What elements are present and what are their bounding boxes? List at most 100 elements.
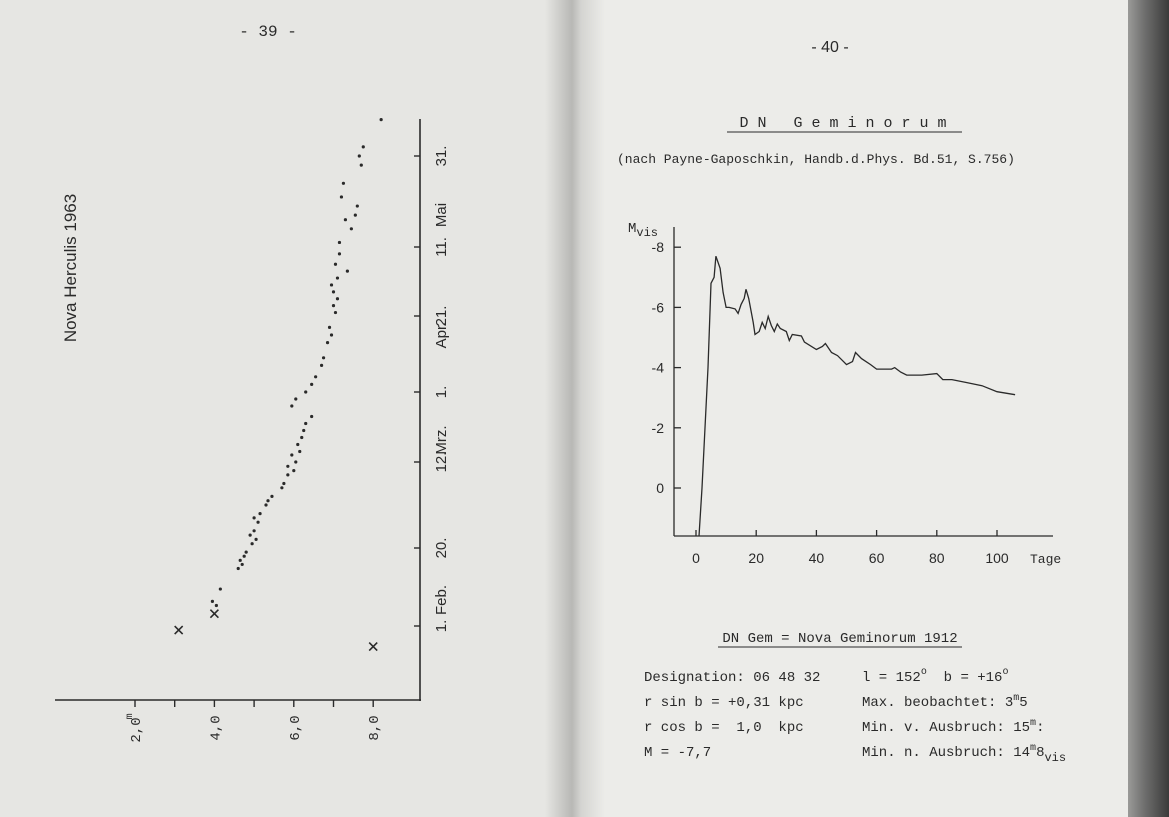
observation-point (264, 503, 268, 507)
observation-point (337, 240, 342, 245)
observation-point (248, 533, 252, 537)
observation-point (294, 397, 298, 401)
light-curve-line (698, 255, 1016, 537)
observation-point (333, 310, 338, 315)
x-tick-label: 100 (985, 550, 1009, 566)
info-title: DN Gem = Nova Geminorum 1912 (722, 631, 957, 647)
observation-point (349, 227, 353, 231)
date-tick-label: 21. (433, 306, 450, 327)
observation-point (321, 356, 326, 360)
chart-title: Nova Herculis 1963 (61, 194, 80, 342)
observation-point (304, 390, 308, 394)
observation-point (345, 269, 349, 273)
dn-geminorum-light-curve: Mvis Tage 0 20 40 60 80 100 -8 -6 -4 -2 0 (628, 221, 1061, 567)
observation-point (331, 290, 336, 294)
x-tick-label: 0 (692, 550, 700, 566)
source-reference: (nach Payne-Gaposchkin, Handb.d.Phys. Bd… (617, 152, 1015, 167)
date-tick-label: 1. (433, 386, 450, 399)
x-tick-label: 40 (809, 550, 825, 566)
observation-point (252, 529, 256, 533)
y-tick-label: -2 (652, 420, 665, 436)
observation-point (361, 145, 365, 149)
observation-point (236, 566, 240, 571)
observation-point (238, 558, 242, 562)
x-axis-label: Tage (1030, 552, 1061, 567)
page-number-right: - 40 - (811, 39, 848, 56)
r-cos-b: r cos b = 1,0 kpc (644, 720, 804, 736)
month-label: Mrz. (433, 425, 450, 454)
observation-point (292, 469, 296, 473)
designation: Designation: 06 48 32 (644, 670, 820, 686)
date-tick-label: 1. (433, 620, 450, 633)
observation-point (214, 603, 218, 608)
magnitude-tick-label: 6,0 (288, 715, 304, 740)
observation-point (353, 213, 357, 217)
info-right-column: l = 152o b = +16o Max. beobachtet: 3m5 M… (862, 667, 1066, 765)
observation-point (290, 453, 294, 457)
observation-point (280, 486, 284, 490)
observation-point (331, 304, 336, 308)
observation-point (333, 262, 338, 266)
observation-point (341, 181, 346, 185)
magnitude-unit: m (125, 713, 136, 719)
article-title: D N G e m i n o r u m (739, 115, 946, 132)
observation-point (325, 341, 330, 345)
observation-point (339, 195, 344, 199)
magnitude-tick-label: 4,0 (208, 715, 224, 740)
left-page (0, 0, 560, 817)
max-observed: Max. beobachtet: 3m5 (862, 693, 1028, 711)
observation-point (304, 421, 308, 426)
observation-point (254, 537, 258, 542)
date-tick-label: 20. (433, 538, 450, 559)
r-sin-b: r sin b = +0,31 kpc (644, 695, 804, 711)
month-label: Mai (433, 203, 450, 227)
y-tick-label: -8 (652, 239, 665, 255)
nova-herculis-chart: Nova Herculis 1963 2,0m 4,0 6,0 8,0 1. 20. 12.… (55, 118, 450, 743)
observation-point (355, 204, 359, 208)
observation-point (314, 375, 318, 379)
x-tick-label: 80 (929, 550, 945, 566)
observation-point (210, 599, 215, 603)
observation-point (335, 297, 340, 301)
page-edge-shadow (1128, 0, 1169, 817)
observation-point (270, 494, 274, 498)
observation-point (329, 283, 334, 287)
observation-x-mark (174, 625, 184, 635)
observation-point (244, 550, 248, 554)
observation-point (327, 325, 332, 329)
observation-point (290, 404, 294, 408)
observation-point (335, 276, 340, 280)
observation-point (359, 163, 363, 167)
observation-point (250, 542, 254, 546)
observation-point (296, 442, 300, 447)
observation-point (258, 511, 262, 516)
observation-point (302, 428, 306, 433)
right-page (605, 0, 1130, 817)
date-tick-label: 11. (433, 237, 450, 257)
month-label: Feb. (433, 585, 450, 615)
observation-point (357, 154, 361, 158)
observation-point (300, 435, 304, 440)
observation-point (329, 333, 334, 337)
observation-point (218, 587, 222, 591)
observation-point (319, 363, 324, 367)
magnitude-tick-label: 2,0m (125, 713, 145, 742)
observation-point (266, 499, 270, 503)
date-tick-label: 31. (433, 146, 450, 167)
observation-point (343, 218, 348, 222)
observation-point (282, 481, 286, 486)
observation-point (286, 464, 290, 468)
x-tick-label: 20 (748, 550, 764, 566)
y-tick-label: -6 (652, 299, 665, 315)
x-tick-label: 60 (869, 550, 885, 566)
book-spine (545, 0, 605, 817)
observation-x-mark (209, 609, 219, 619)
y-axis-label: Mvis (628, 221, 658, 240)
absolute-magnitude: M = -7,7 (644, 745, 711, 761)
observation-point (252, 516, 256, 520)
observation-point (310, 414, 314, 419)
magnitude-tick-label: 8,0 (367, 715, 383, 740)
observation-point (242, 554, 246, 558)
observation-point (337, 252, 342, 256)
